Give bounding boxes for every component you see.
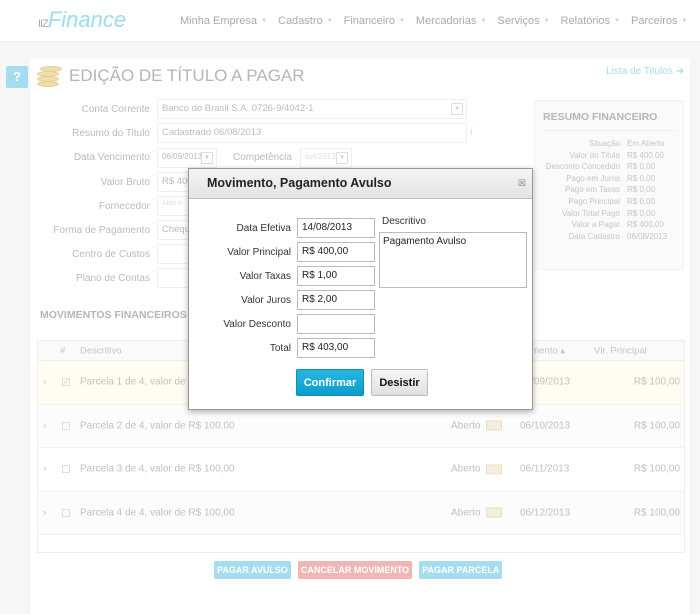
menu-item[interactable]: Financeiro ▼ — [343, 15, 405, 27]
resumo-input[interactable]: Cadastrado 06/08/2013 — [157, 123, 467, 143]
vencimento-input[interactable]: 06/09/2013 ▼ — [157, 148, 217, 168]
table-row[interactable]: › Parcela 2 de 4, valor de R$ 100,00 Abe… — [38, 404, 684, 448]
field-input[interactable]: 14/08/2013 — [297, 218, 375, 238]
caret-down-icon: ▼ — [681, 18, 688, 25]
field-input[interactable]: R$ 400,00 — [297, 242, 375, 262]
table-row[interactable]: › Parcela 4 de 4, valor de R$ 100,00 Abe… — [38, 491, 684, 535]
action-buttons: PAGAR AVULSO CANCELAR MOVIMENTO PAGAR PA… — [214, 561, 503, 579]
pagar-parcela-button[interactable]: PAGAR PARCELA — [419, 561, 503, 579]
field-input[interactable] — [297, 314, 375, 334]
expand-icon[interactable]: › — [43, 463, 47, 475]
chevron-down-icon: ▼ — [451, 103, 463, 115]
label-centro-custos: Centro de Custos — [72, 249, 150, 260]
logo[interactable]: IIZFinance — [38, 7, 127, 32]
close-icon[interactable]: ☒ — [517, 178, 526, 188]
row-checkbox[interactable] — [62, 421, 70, 430]
dialog-header: Movimento, Pagamento Avulso ☒ — [189, 169, 532, 199]
caret-down-icon: ▼ — [261, 18, 267, 25]
resumo-row: Valor Total Pago R$ 0,00 — [562, 208, 656, 218]
header-vencimento[interactable]: Vencimento ▴ — [508, 345, 566, 356]
coins-icon — [37, 65, 62, 89]
resumo-row: Desconto Concedido R$ 0,00 — [545, 162, 656, 172]
main-menu: Minha Empresa ▼ Cadastro ▼ Financeiro ▼ Mercad… — [180, 15, 687, 27]
competencia-input[interactable]: set/2013 ▼ — [300, 148, 352, 168]
label-forma-pagamento: Forma de Pagamento — [53, 225, 150, 236]
label-resumo: Resumo do Titulo — [72, 128, 150, 139]
row-checkbox[interactable] — [62, 465, 70, 474]
field-label: Valor Desconto — [223, 319, 291, 330]
lista-titulos-link[interactable]: Lista de Titulos ➜ — [606, 66, 684, 77]
resumo-row: Situação Em Aberto — [588, 139, 665, 148]
row-checkbox[interactable]: ✓ — [62, 378, 70, 387]
label-fornecedor: Fornecedor — [98, 201, 150, 212]
chevron-down-icon: ▼ — [201, 152, 213, 164]
header-principal[interactable]: Vlr. Principal — [594, 345, 647, 356]
top-nav: IIZFinance Minha Empresa ▼ Cadastro ▼ Financ… — [0, 0, 700, 42]
resumo-row: Data Cadastro 06/08/2013 — [568, 231, 668, 241]
caret-down-icon: ▼ — [614, 18, 621, 25]
menu-item[interactable]: Minha Empresa ▼ — [180, 15, 267, 27]
label-vencimento: Data Vencimento — [73, 152, 150, 163]
field-label: Valor Juros — [241, 295, 291, 306]
header-descritivo[interactable]: Descritivo — [80, 345, 122, 356]
resumo-row: Valor do Titulo R$ 400,00 — [569, 150, 664, 160]
menu-item[interactable]: Cadastro ▼ — [278, 15, 333, 27]
boleto-icon[interactable] — [486, 464, 503, 475]
field-input[interactable]: R$ 2,00 — [297, 290, 375, 310]
label-competencia: Competência — [233, 152, 292, 163]
caret-down-icon: ▼ — [480, 18, 487, 25]
chevron-down-icon: ▼ — [336, 152, 348, 164]
row-checkbox[interactable] — [62, 508, 70, 517]
status-text: Aberto — [451, 420, 481, 432]
field-label: Total — [269, 343, 291, 354]
menu-item[interactable]: Serviços ▼ — [497, 15, 550, 27]
status-text: Aberto — [451, 507, 481, 519]
boleto-icon[interactable] — [486, 420, 503, 431]
field-label: Valor Taxas — [239, 271, 291, 282]
status-text: Aberto — [451, 463, 481, 475]
resumo-row: Valor a Pagar R$ 400,00 — [571, 220, 664, 230]
label-conta-corrente: Conta Corrente — [81, 104, 150, 115]
descritivo-textarea[interactable]: Pagamento Avulso — [379, 232, 527, 288]
header-num: # — [60, 345, 66, 356]
resumo-title: RESUMO FINANCEIRO — [543, 111, 675, 131]
menu-item[interactable]: Mercadorias ▼ — [415, 15, 487, 27]
page-title: EDIÇÃO DE TÍTULO A PAGAR — [69, 66, 305, 85]
field-label: Valor Principal — [227, 247, 291, 258]
expand-icon[interactable]: › — [43, 507, 47, 519]
cancelar-movimento-button[interactable]: CANCELAR MOVIMENTO — [297, 561, 413, 579]
label-valor-bruto: Valor Bruto — [100, 177, 150, 188]
resumo-financeiro: RESUMO FINANCEIRO Situação Em Aberto Valor… — [534, 100, 684, 270]
movimentos-title: MOVIMENTOS FINANCEIROS — [40, 309, 187, 321]
caret-down-icon: ▼ — [326, 18, 333, 25]
conta-corrente-select[interactable]: Banco do Brasil S.A. 0726-9/4042-1 ▼ — [157, 99, 467, 119]
expand-icon[interactable]: › — [43, 376, 47, 388]
caret-down-icon: ▼ — [543, 18, 550, 25]
expand-icon[interactable]: › — [43, 420, 47, 432]
desistir-button[interactable]: Desistir — [371, 369, 428, 396]
dialog-title: Movimento, Pagamento Avulso — [207, 176, 392, 190]
help-button[interactable]: ? — [6, 66, 28, 88]
caret-down-icon: ▼ — [398, 18, 405, 25]
menu-item[interactable]: Parceiros ▼ — [631, 15, 688, 27]
resumo-row: Pago Principal R$ 0,00 — [568, 196, 656, 206]
confirmar-button[interactable]: Confirmar — [296, 369, 364, 396]
resumo-row: Pago em Taxas R$ 0,00 — [565, 185, 656, 195]
pagar-avulso-button[interactable]: PAGAR AVULSO — [214, 561, 291, 579]
pagamento-avulso-dialog: Movimento, Pagamento Avulso ☒ Data Efeti… — [188, 168, 533, 410]
field-input[interactable]: R$ 1,00 — [297, 266, 375, 286]
resumo-row: Pago em Juros R$ 0,00 — [566, 173, 656, 183]
descritivo-label: Descritivo — [382, 216, 426, 227]
boleto-icon[interactable] — [486, 507, 503, 518]
label-plano-contas: Plano de Contas — [76, 273, 150, 284]
menu-item[interactable]: Relatórios ▼ — [560, 15, 621, 27]
field-input[interactable]: R$ 403,00 — [297, 338, 375, 358]
info-icon: i — [470, 126, 473, 138]
field-label: Data Efetiva — [236, 223, 291, 234]
table-row[interactable]: › Parcela 3 de 4, valor de R$ 100,00 Abe… — [38, 448, 684, 492]
